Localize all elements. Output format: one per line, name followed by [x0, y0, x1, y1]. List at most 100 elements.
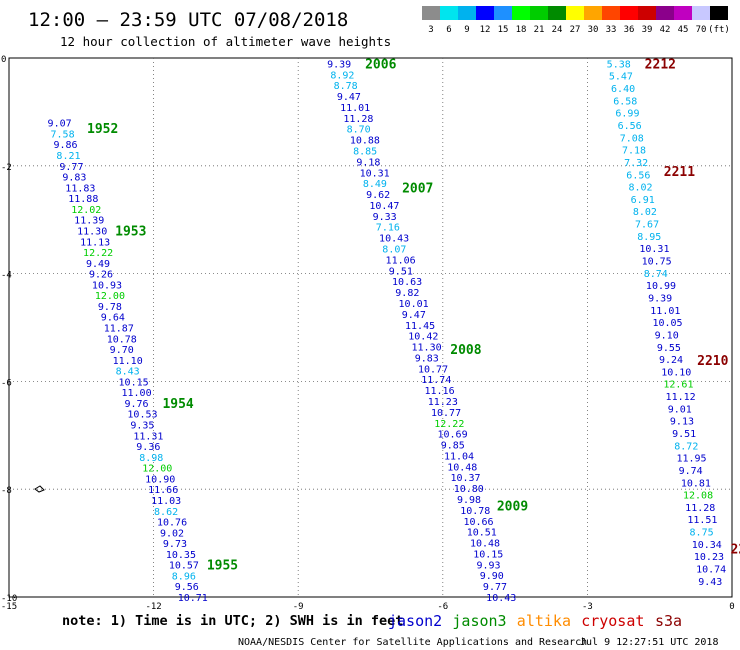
- pass-label: 1952: [87, 122, 118, 137]
- chart-title: 12:00 – 23:59 UTC 07/08/2018: [28, 9, 348, 31]
- colorbar-swatch: [494, 6, 512, 20]
- swh-value: 10.15: [473, 549, 503, 560]
- swh-value: 11.30: [412, 343, 442, 354]
- swh-value: 10.78: [107, 334, 137, 345]
- swh-value: 10.43: [486, 593, 516, 604]
- swh-value: 12.08: [683, 491, 713, 502]
- swh-value: 10.77: [431, 408, 461, 419]
- swh-value: 9.56: [175, 582, 199, 593]
- colorbar-swatch: [458, 6, 476, 20]
- swh-value: 12.00: [142, 464, 172, 475]
- swh-value: 10.48: [470, 539, 500, 550]
- x-tick-label: -3: [582, 602, 593, 612]
- swh-value: 5.47: [609, 72, 633, 83]
- swh-value: 10.31: [360, 168, 390, 179]
- swh-value: 7.08: [620, 133, 644, 144]
- swh-value: 9.77: [59, 162, 83, 173]
- plot-area: [8, 57, 733, 598]
- swh-value: 9.26: [89, 270, 113, 281]
- colorbar-label: 24: [552, 25, 563, 35]
- swh-value: 9.10: [655, 330, 679, 341]
- swh-value: 10.10: [661, 367, 691, 378]
- colorbar-swatch: [692, 6, 710, 20]
- colorbar-swatch: [530, 6, 548, 20]
- swh-value: 9.73: [163, 539, 187, 550]
- x-axis-ticks: -15 -12 -9 -6 -3 0: [1, 602, 735, 612]
- swh-value: 8.92: [330, 70, 354, 81]
- y-axis-ticks: 0 -2 -4 -6 -8 -10: [1, 55, 17, 604]
- swh-value: 8.43: [116, 367, 140, 378]
- colorbar-swatch: [566, 6, 584, 20]
- swh-value: 8.72: [674, 441, 698, 452]
- colorbar-swatch: [422, 6, 440, 20]
- swh-value: 10.15: [119, 377, 149, 388]
- swh-value: 9.47: [402, 310, 426, 321]
- swh-value: 5.38: [607, 59, 631, 70]
- swh-value: 9.83: [415, 353, 439, 364]
- swh-value: 10.69: [437, 430, 467, 441]
- swh-value: 10.63: [392, 277, 422, 288]
- gridlines: [9, 58, 732, 597]
- colorbar-swatch: [602, 6, 620, 20]
- swh-value: 10.88: [350, 136, 380, 147]
- swh-value: 9.78: [98, 302, 122, 313]
- x-tick-label: -15: [1, 602, 17, 612]
- swh-value: 10.90: [145, 474, 175, 485]
- swh-value: 11.16: [425, 386, 455, 397]
- swh-value: 9.36: [136, 442, 160, 453]
- swh-value: 10.23: [694, 552, 724, 563]
- swh-value: 8.78: [334, 81, 358, 92]
- colorbar-label: 30: [588, 25, 599, 35]
- note-text: note: 1) Time is in UTC; 2) SWH is in fe…: [62, 613, 403, 629]
- swh-value: 12.22: [83, 248, 113, 259]
- swh-value: 10.78: [460, 506, 490, 517]
- chart-subtitle: 12 hour collection of altimeter wave hei…: [60, 34, 391, 49]
- colorbar-label: 33: [606, 25, 617, 35]
- swh-value: 9.49: [86, 259, 110, 270]
- swh-value: 10.43: [379, 234, 409, 245]
- swh-value: 10.77: [418, 364, 448, 375]
- swh-value: 7.58: [51, 129, 75, 140]
- swh-value: 6.99: [615, 109, 639, 120]
- swh-value: 10.47: [369, 201, 399, 212]
- swh-value: 10.53: [127, 410, 157, 421]
- swh-value: 11.95: [676, 454, 706, 465]
- swh-value: 10.42: [408, 332, 438, 343]
- swh-value: 9.47: [337, 92, 361, 103]
- data-marks: 9.077.589.868.219.779.8311.8311.8812.021…: [48, 57, 740, 604]
- swh-value: 11.00: [122, 388, 152, 399]
- swh-value: 8.02: [633, 207, 657, 218]
- swh-value: 10.99: [646, 281, 676, 292]
- swh-value: 9.85: [441, 441, 465, 452]
- swh-value: 9.43: [698, 577, 722, 588]
- swh-value: 8.74: [644, 269, 668, 280]
- colorbar-label: 70: [696, 25, 707, 35]
- pass-label: 1955: [207, 559, 238, 574]
- swh-value: 9.74: [679, 466, 703, 477]
- swh-value: 6.58: [613, 96, 637, 107]
- pass-label: 2008: [450, 343, 481, 358]
- swh-value: 10.71: [178, 593, 208, 604]
- timestamp: Jul 9 12:27:51 UTC 2018: [580, 637, 718, 648]
- swh-value: 9.07: [48, 119, 72, 130]
- x-tick-label: -9: [293, 602, 304, 612]
- swh-value: 9.01: [668, 404, 692, 415]
- swh-value: 12.00: [95, 291, 125, 302]
- swh-value: 11.03: [151, 496, 181, 507]
- swh-value: 7.18: [622, 146, 646, 157]
- swh-value: 8.02: [628, 183, 652, 194]
- swh-value: 9.55: [657, 343, 681, 354]
- colorbar-swatch: [710, 6, 728, 20]
- swh-value: 11.28: [343, 114, 373, 125]
- swh-value: 9.62: [366, 190, 390, 201]
- colorbar-swatch: [584, 6, 602, 20]
- swh-value: 6.40: [611, 84, 635, 95]
- colorbar-label: 36: [624, 25, 635, 35]
- swh-value: 10.34: [692, 540, 722, 551]
- swh-value: 9.51: [389, 266, 413, 277]
- colorbar-label: 42: [660, 25, 671, 35]
- satellite-legend: jason2 jason3 altika cryosat s3a: [388, 612, 682, 630]
- y-tick-label: -2: [1, 163, 12, 173]
- swh-value: 9.93: [476, 560, 500, 571]
